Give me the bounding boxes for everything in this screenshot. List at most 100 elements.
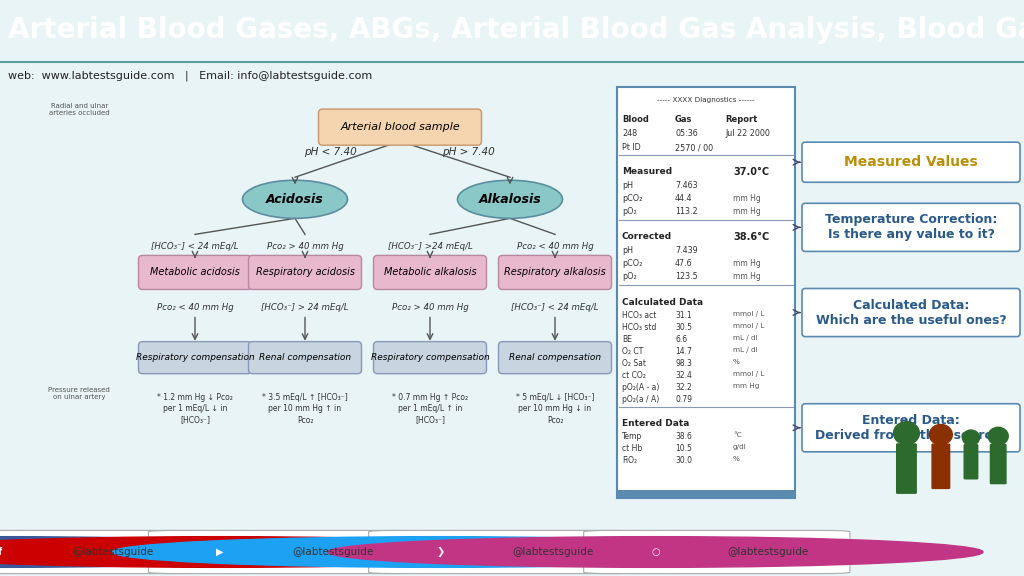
Text: O₂ Sat: O₂ Sat [622, 359, 646, 367]
Text: 7.439: 7.439 [675, 247, 697, 255]
Text: 31.1: 31.1 [675, 310, 692, 320]
Text: @labtestsguide: @labtestsguide [512, 547, 594, 557]
Text: %: % [733, 456, 740, 462]
Text: @labtestsguide: @labtestsguide [727, 547, 809, 557]
Text: 30.0: 30.0 [675, 456, 692, 465]
Text: [HCO₃⁻] > 24 mEq/L: [HCO₃⁻] > 24 mEq/L [261, 302, 349, 312]
Text: mm Hg: mm Hg [733, 194, 761, 203]
Text: pO₂(A - a): pO₂(A - a) [622, 382, 659, 392]
Text: mmol / L: mmol / L [733, 371, 764, 377]
Text: Pt ID: Pt ID [622, 143, 641, 152]
Text: Metabolic alkalosis: Metabolic alkalosis [384, 267, 476, 278]
Circle shape [894, 422, 920, 445]
FancyBboxPatch shape [138, 255, 252, 290]
Text: Pco₂ < 40 mm Hg: Pco₂ < 40 mm Hg [517, 242, 593, 251]
Text: pCO₂: pCO₂ [622, 194, 642, 203]
Text: HCO₃ std: HCO₃ std [622, 323, 656, 332]
Text: Temp: Temp [622, 432, 642, 441]
Text: pH: pH [622, 181, 633, 190]
Text: 7.463: 7.463 [675, 181, 697, 190]
Text: 38.6°C: 38.6°C [733, 232, 769, 242]
Circle shape [963, 430, 980, 445]
FancyBboxPatch shape [617, 87, 795, 498]
Text: %: % [733, 359, 740, 365]
Text: 32.4: 32.4 [675, 371, 692, 380]
Text: Radial and ulnar
arteries occluded: Radial and ulnar arteries occluded [49, 103, 110, 116]
Text: [HCO₃⁻] < 24 mEq/L: [HCO₃⁻] < 24 mEq/L [152, 242, 239, 251]
Text: Acidosis: Acidosis [266, 193, 324, 206]
Circle shape [0, 537, 548, 567]
FancyBboxPatch shape [0, 530, 195, 574]
Text: FiO₂: FiO₂ [622, 456, 637, 465]
FancyBboxPatch shape [802, 142, 1020, 182]
FancyBboxPatch shape [148, 530, 415, 574]
FancyBboxPatch shape [802, 289, 1020, 336]
FancyBboxPatch shape [138, 342, 252, 374]
Text: ct Hb: ct Hb [622, 444, 642, 453]
Text: @labtestsguide: @labtestsguide [292, 547, 374, 557]
Text: * 0.7 mm Hg ↑ Pco₂
per 1 mEq/L ↑ in
[HCO₃⁻]: * 0.7 mm Hg ↑ Pco₂ per 1 mEq/L ↑ in [HCO… [392, 393, 468, 425]
Text: Blood: Blood [622, 115, 649, 124]
Text: 44.4: 44.4 [675, 194, 692, 203]
Circle shape [988, 427, 1009, 445]
Text: HCO₃ act: HCO₃ act [622, 310, 656, 320]
Text: Arterial blood sample: Arterial blood sample [340, 122, 460, 132]
Text: mm Hg: mm Hg [733, 259, 761, 268]
FancyBboxPatch shape [932, 444, 950, 489]
FancyBboxPatch shape [964, 444, 978, 479]
Text: Respiratory acidosis: Respiratory acidosis [256, 267, 354, 278]
Text: * 3.5 mEq/L ↑ [HCO₃⁻]
per 10 mm Hg ↑ in
Pco₂: * 3.5 mEq/L ↑ [HCO₃⁻] per 10 mm Hg ↑ in … [262, 393, 348, 425]
Text: Arterial Blood Gases, ABGs, Arterial Blood Gas Analysis, Blood Gases: Arterial Blood Gases, ABGs, Arterial Blo… [8, 16, 1024, 44]
Text: pO₂(a / A): pO₂(a / A) [622, 395, 659, 404]
Text: Pressure released
on ulnar artery: Pressure released on ulnar artery [48, 388, 111, 400]
Text: 248: 248 [622, 129, 637, 138]
FancyBboxPatch shape [499, 342, 611, 374]
FancyBboxPatch shape [990, 444, 1007, 484]
Text: 0.79: 0.79 [675, 395, 692, 404]
Text: ct CO₂: ct CO₂ [622, 371, 646, 380]
Text: pCO₂: pCO₂ [622, 259, 642, 268]
Text: Pco₂ > 40 mm Hg: Pco₂ > 40 mm Hg [266, 242, 343, 251]
Text: Metabolic acidosis: Metabolic acidosis [151, 267, 240, 278]
Text: ❯: ❯ [436, 547, 444, 557]
Bar [617, 490, 795, 498]
Text: Measured Values: Measured Values [844, 155, 978, 169]
Text: Gas: Gas [675, 115, 692, 124]
FancyBboxPatch shape [374, 342, 486, 374]
Text: mL / dl: mL / dl [733, 335, 758, 340]
Circle shape [113, 537, 768, 567]
Text: 2570 / 00: 2570 / 00 [675, 143, 713, 152]
Text: Calculated Data: Calculated Data [622, 298, 703, 306]
Text: 32.2: 32.2 [675, 382, 692, 392]
FancyBboxPatch shape [499, 255, 611, 290]
Circle shape [328, 537, 983, 567]
Text: Entered Data: Entered Data [622, 419, 689, 428]
Text: Pco₂ > 40 mm Hg: Pco₂ > 40 mm Hg [391, 302, 468, 312]
Text: 05:36: 05:36 [675, 129, 697, 138]
Text: Temperature Correction:
Is there any value to it?: Temperature Correction: Is there any val… [824, 213, 997, 241]
Text: web:  www.labtestsguide.com   |   Email: info@labtestsguide.com: web: www.labtestsguide.com | Email: info… [8, 71, 373, 81]
Text: 98.3: 98.3 [675, 359, 692, 367]
Text: Renal compensation: Renal compensation [259, 353, 351, 362]
FancyBboxPatch shape [249, 255, 361, 290]
Ellipse shape [243, 180, 347, 218]
Text: 6.6: 6.6 [675, 335, 687, 344]
Text: Respiratory alkalosis: Respiratory alkalosis [504, 267, 606, 278]
Circle shape [0, 537, 328, 567]
Text: pH > 7.40: pH > 7.40 [441, 147, 495, 157]
Circle shape [930, 425, 952, 445]
Text: 30.5: 30.5 [675, 323, 692, 332]
Text: pO₂: pO₂ [622, 272, 637, 282]
Text: f: f [0, 547, 2, 557]
Text: Pco₂ < 40 mm Hg: Pco₂ < 40 mm Hg [157, 302, 233, 312]
Text: °C: °C [733, 432, 741, 438]
Text: mL / dl: mL / dl [733, 347, 758, 353]
Text: [HCO₃⁻] < 24 mEq/L: [HCO₃⁻] < 24 mEq/L [511, 302, 599, 312]
Text: mmol / L: mmol / L [733, 310, 764, 317]
Text: pH < 7.40: pH < 7.40 [304, 147, 356, 157]
Text: Entered Data:
Derived from other sources: Entered Data: Derived from other sources [815, 414, 1008, 442]
Text: ▶: ▶ [216, 547, 224, 557]
Text: pO₂: pO₂ [622, 207, 637, 217]
Text: 123.5: 123.5 [675, 272, 697, 282]
Text: mm Hg: mm Hg [733, 272, 761, 282]
